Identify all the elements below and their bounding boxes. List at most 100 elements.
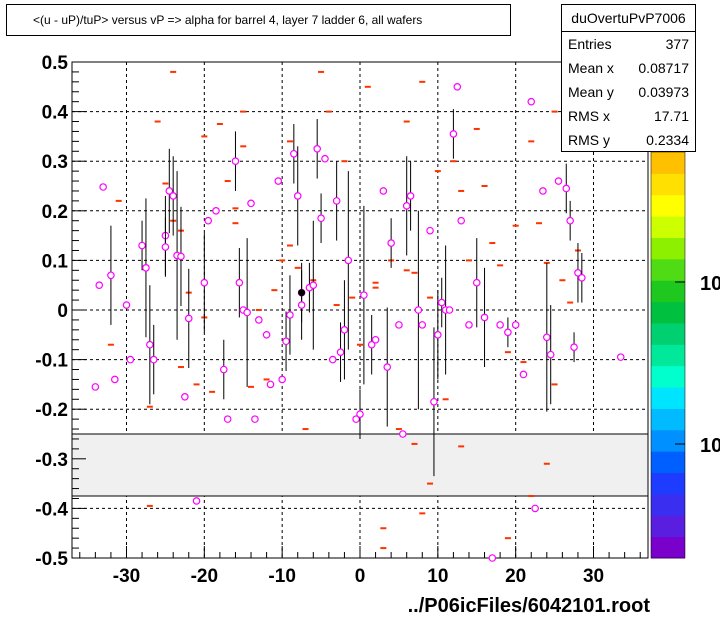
cell-marker bbox=[497, 264, 504, 267]
profile-point bbox=[434, 330, 442, 339]
profile-point bbox=[336, 348, 345, 356]
cell-marker bbox=[248, 385, 255, 388]
profile-point bbox=[235, 278, 244, 287]
profile-point bbox=[212, 207, 220, 215]
cell-marker bbox=[193, 383, 200, 386]
cell-marker bbox=[427, 296, 434, 299]
cell-marker bbox=[372, 281, 379, 284]
file-path-label: ../P06icFiles/6042101.root bbox=[407, 595, 650, 617]
cell-marker bbox=[201, 135, 208, 138]
cell-marker bbox=[115, 199, 122, 202]
profile-point bbox=[465, 321, 473, 329]
cell-marker bbox=[481, 185, 488, 187]
stats-label: RMS y bbox=[568, 132, 610, 148]
profile-point bbox=[402, 202, 411, 210]
cell-marker bbox=[536, 222, 543, 225]
colorbar-segment bbox=[651, 301, 685, 324]
cell-marker bbox=[520, 361, 527, 364]
cell-marker bbox=[170, 70, 177, 73]
stats-value: 0.2334 bbox=[646, 132, 689, 148]
cell-marker bbox=[279, 259, 286, 262]
profile-point bbox=[99, 183, 107, 191]
profile-point bbox=[321, 154, 329, 163]
colorbar-segment bbox=[651, 237, 685, 260]
cell-marker bbox=[380, 527, 387, 530]
cell-marker bbox=[162, 182, 169, 185]
stats-label: RMS x bbox=[568, 108, 610, 124]
profile-point bbox=[578, 273, 586, 282]
profile-point bbox=[286, 311, 294, 319]
x-tick-label: 10 bbox=[427, 566, 448, 587]
cell-marker bbox=[209, 390, 216, 393]
profile-point bbox=[262, 330, 271, 339]
cell-marker bbox=[419, 80, 426, 83]
cell-marker bbox=[224, 180, 231, 183]
cell-marker bbox=[341, 160, 348, 163]
cell-marker bbox=[450, 160, 457, 163]
colorbar-segment bbox=[651, 173, 685, 196]
stats-row-entries: Entries 377 bbox=[562, 32, 695, 56]
y-tick-label: 0 bbox=[57, 301, 68, 322]
x-tick-label: 20 bbox=[505, 566, 526, 587]
cell-marker bbox=[458, 189, 465, 192]
cell-marker bbox=[146, 405, 153, 408]
profile-point bbox=[290, 149, 298, 158]
profile-point bbox=[309, 281, 318, 290]
y-tick-label: -0.1 bbox=[35, 351, 68, 372]
y-tick-label: -0.2 bbox=[35, 400, 68, 421]
profile-point bbox=[539, 187, 547, 195]
profile-point bbox=[161, 243, 170, 251]
profile-point bbox=[317, 214, 325, 223]
cell-marker bbox=[504, 537, 511, 540]
profile-point bbox=[574, 268, 582, 277]
cell-marker bbox=[551, 383, 558, 386]
profile-point bbox=[142, 264, 150, 272]
profile-point bbox=[406, 192, 415, 200]
profile-point bbox=[449, 130, 458, 138]
axes: -30 -20 -10 0 10 20 30 -0.5 -0.4 -0.3 -0.2 -0.1 0 0.1… bbox=[35, 53, 641, 587]
profile-point bbox=[383, 363, 392, 371]
profile-point bbox=[453, 83, 462, 91]
profile-point bbox=[399, 430, 407, 438]
profile-point bbox=[504, 328, 512, 337]
cell-marker bbox=[240, 145, 247, 148]
stats-row-mean-y: Mean y 0.03973 bbox=[562, 80, 695, 104]
profile-point bbox=[531, 504, 539, 513]
profile-point bbox=[566, 216, 574, 225]
cell-marker bbox=[333, 304, 340, 307]
x-tick-label: 0 bbox=[355, 566, 366, 587]
colorbar-segment bbox=[651, 515, 685, 538]
cell-marker bbox=[458, 445, 465, 448]
cell-marker bbox=[255, 309, 262, 311]
profile-point bbox=[293, 192, 302, 200]
cell-marker bbox=[528, 140, 535, 143]
cell-marker bbox=[364, 85, 371, 88]
cell-marker bbox=[512, 224, 519, 227]
profile-point bbox=[445, 306, 454, 314]
profile-point bbox=[332, 197, 341, 205]
profile-point bbox=[243, 308, 251, 317]
y-tick-label: 0.4 bbox=[42, 103, 69, 124]
cell-marker bbox=[271, 289, 278, 292]
profile-point bbox=[219, 365, 228, 374]
profile-point bbox=[457, 216, 465, 225]
profile-point bbox=[519, 370, 528, 379]
stats-value: 0.03973 bbox=[638, 84, 689, 100]
y-tick-label: -0.3 bbox=[35, 450, 68, 471]
profile-point bbox=[344, 256, 353, 265]
x-tick-label: -20 bbox=[191, 566, 218, 587]
colorbar-segment bbox=[651, 365, 685, 388]
profile-point bbox=[356, 410, 364, 418]
stats-row-rms-x: RMS x 17.71 bbox=[562, 104, 695, 128]
cell-marker bbox=[349, 296, 356, 299]
profile-point bbox=[192, 497, 201, 505]
cell-marker bbox=[504, 351, 511, 354]
profile-point bbox=[546, 350, 555, 359]
colorbar-label: 10 bbox=[700, 273, 720, 295]
shaded-band-rect bbox=[71, 433, 649, 497]
profile-point bbox=[204, 216, 213, 225]
y-tick-label: -0.5 bbox=[35, 549, 68, 570]
stats-value: 0.08717 bbox=[638, 60, 689, 76]
colorbar-segment bbox=[651, 280, 685, 303]
